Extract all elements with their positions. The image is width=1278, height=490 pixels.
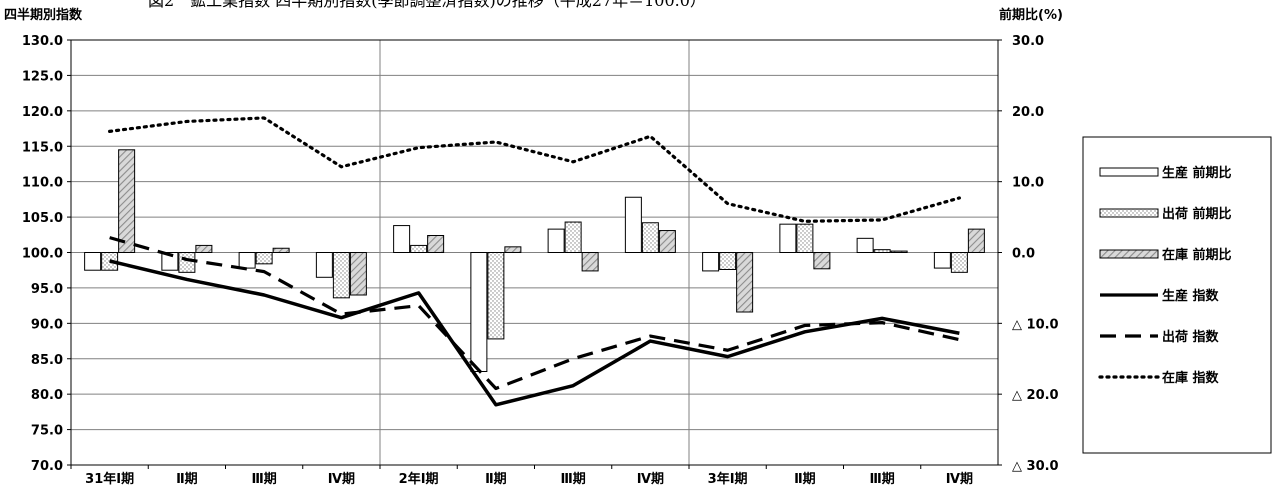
bar-production-qoq [547, 228, 565, 253]
bar-production-qoq [856, 237, 874, 253]
bar-shipments-qoq [255, 252, 273, 265]
y-tick-label: 115.0 [22, 140, 63, 155]
y-tick-label: 120.0 [22, 105, 63, 120]
bar-inventory-qoq [118, 149, 136, 254]
y2-tick-label: 0.0 [1012, 247, 1035, 262]
y-tick-label: 100.0 [22, 247, 63, 262]
y-axis-label: 四半期別指数 [4, 7, 83, 23]
x-axis: 31年Ⅰ期 Ⅱ期 Ⅲ期 Ⅳ期 2年Ⅰ期 Ⅱ期 Ⅲ期 Ⅳ期 3年Ⅰ期 Ⅱ期 Ⅲ期 Ⅳ期 [70, 465, 973, 487]
y2-tick-label: △ 30.0 [1012, 459, 1059, 474]
y2-tick-label: 30.0 [1012, 34, 1044, 49]
y-tick-label: 85.0 [31, 353, 63, 368]
y2-axis-label: 前期比(%) [999, 7, 1063, 23]
bar-production-qoq [470, 252, 488, 372]
bar-production-qoq [624, 196, 642, 253]
x-tick-label: Ⅱ期 [794, 472, 816, 487]
line-shipments-index [109, 236, 960, 391]
lines [108, 116, 961, 407]
bar-production-qoq [315, 252, 333, 278]
bar-shipments-qoq [641, 222, 659, 253]
legend-label: 生産 指数 [1162, 288, 1220, 304]
bar-production-qoq [933, 252, 951, 269]
x-tick-label: Ⅳ期 [946, 472, 973, 487]
bar-inventory-qoq [427, 235, 445, 253]
bar-production-qoq [84, 252, 102, 271]
chart-title: 図2 鉱工業指数 四半期別指数(季節調整済指数)の推移（平成27年＝100.0） [148, 0, 706, 10]
x-tick-label: 31年Ⅰ期 [85, 471, 134, 487]
bar-inventory-qoq [581, 252, 599, 272]
y-axis: 130.0 125.0 120.0 115.0 110.0 105.0 100.0 95.0 9… [22, 34, 71, 474]
y-tick-label: 130.0 [22, 34, 63, 49]
y2-tick-label: 20.0 [1012, 105, 1044, 120]
legend-label: 生産 前期比 [1162, 165, 1232, 181]
bar-shipments-qoq [410, 244, 428, 254]
bar-production-qoq [238, 252, 256, 269]
legend-label: 在庫 指数 [1162, 370, 1220, 386]
y-tick-label: 95.0 [31, 282, 63, 297]
legend-label: 出荷 前期比 [1162, 206, 1232, 222]
y-tick-label: 75.0 [31, 424, 63, 439]
bar-production-qoq [779, 223, 797, 254]
bar-shipments-qoq [719, 252, 737, 270]
legend-swatch-production-qoq [1099, 167, 1159, 177]
y-tick-label: 125.0 [22, 69, 63, 84]
y-tick-label: 80.0 [31, 388, 63, 403]
x-tick-label: Ⅳ期 [328, 472, 355, 487]
x-tick-label: Ⅱ期 [176, 472, 198, 487]
bar-inventory-qoq [195, 244, 213, 254]
y-tick-label: 90.0 [31, 317, 63, 332]
bar-inventory-qoq [736, 252, 754, 313]
bar-shipments-qoq [178, 252, 196, 273]
bar-shipments-qoq [796, 223, 814, 254]
bar-production-qoq [161, 252, 179, 271]
y-tick-label: 110.0 [22, 176, 63, 191]
x-tick-label: 2年Ⅰ期 [399, 471, 439, 487]
bar-inventory-qoq [504, 246, 522, 253]
line-inventory-index [108, 116, 961, 223]
y2-axis: 30.0 20.0 10.0 0.0 △ 10.0 △ 20.0 △ 30.0 [998, 34, 1059, 474]
bars [84, 149, 985, 372]
y2-tick-label: △ 20.0 [1012, 388, 1059, 403]
line-production-index [109, 259, 960, 407]
bar-inventory-qoq [349, 252, 367, 296]
x-tick-label: 3年Ⅰ期 [708, 471, 748, 487]
x-tick-label: Ⅱ期 [485, 472, 507, 487]
x-tick-label: Ⅲ期 [869, 472, 894, 487]
x-tick-label: Ⅲ期 [560, 472, 585, 487]
legend-swatch-shipments-qoq [1099, 208, 1159, 218]
bar-production-qoq [393, 225, 411, 253]
bar-shipments-qoq [564, 221, 582, 254]
bar-inventory-qoq [890, 250, 908, 253]
legend-label: 在庫 前期比 [1162, 247, 1232, 263]
bar-inventory-qoq [272, 247, 290, 253]
legend-label: 出荷 指数 [1162, 329, 1220, 345]
x-tick-label: Ⅳ期 [637, 472, 664, 487]
bar-inventory-qoq [813, 252, 831, 270]
bar-shipments-qoq [873, 249, 891, 254]
bar-shipments-qoq [950, 252, 968, 273]
y-tick-label: 105.0 [22, 211, 63, 226]
bar-shipments-qoq [487, 252, 505, 340]
bar-shipments-qoq [332, 252, 350, 299]
legend-swatch-inventory-qoq [1099, 249, 1159, 259]
x-tick-label: Ⅲ期 [251, 472, 276, 487]
bar-inventory-qoq [658, 230, 676, 254]
y2-tick-label: 10.0 [1012, 176, 1044, 191]
y-tick-label: 70.0 [31, 459, 63, 474]
y2-tick-label: △ 10.0 [1012, 317, 1059, 332]
bar-production-qoq [702, 252, 720, 272]
bar-inventory-qoq [967, 228, 985, 253]
